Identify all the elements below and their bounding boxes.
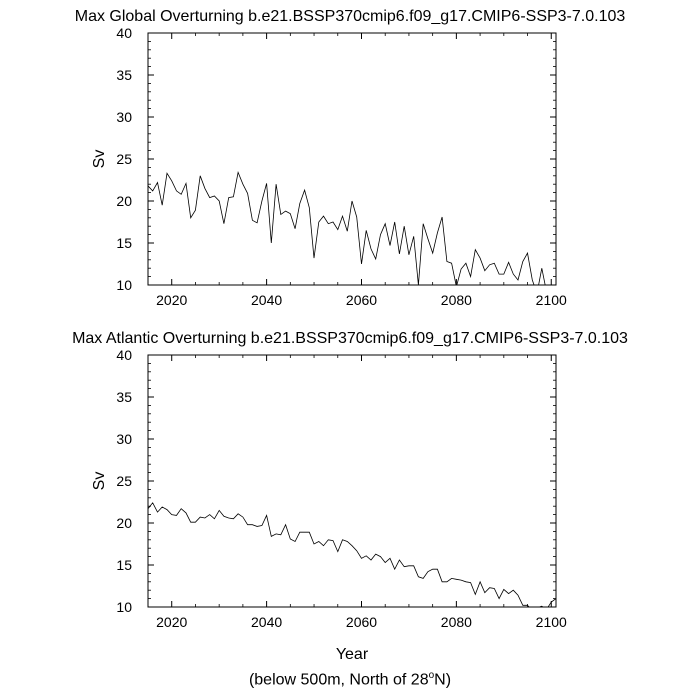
top-xtick-label: 2060 xyxy=(346,292,377,308)
bottom-chart-title: Max Atlantic Overturning b.e21.BSSP370cm… xyxy=(72,330,628,347)
bottom-ytick-label: 10 xyxy=(116,599,132,615)
bottom-series-line-0 xyxy=(148,502,556,607)
bottom-xtick-label: 2080 xyxy=(441,614,472,630)
bottom-ylabel: Sv xyxy=(91,472,108,491)
top-ytick-label: 35 xyxy=(116,67,132,83)
top-xtick-label: 2020 xyxy=(156,292,187,308)
bottom-ytick-label: 35 xyxy=(116,389,132,405)
bottom-ytick-label: 15 xyxy=(116,557,132,573)
top-ytick-label: 30 xyxy=(116,109,132,125)
bottom-xtick-label: 2060 xyxy=(346,614,377,630)
top-ytick-label: 10 xyxy=(116,277,132,293)
footnote-prefix: (below 500m, North of 28 xyxy=(248,671,429,689)
bottom-ytick-label: 40 xyxy=(116,347,132,363)
bottom-ytick-label: 20 xyxy=(116,515,132,531)
bottom-plot-frame xyxy=(147,354,557,608)
top-ytick-label: 40 xyxy=(116,25,132,41)
top-ytick-label: 15 xyxy=(116,235,132,251)
bottom-ytick-label: 30 xyxy=(116,431,132,447)
top-series-line-0 xyxy=(148,170,546,285)
top-xtick-label: 2080 xyxy=(441,292,472,308)
top-ylabel: Sv xyxy=(91,150,108,169)
top-xtick-label: 2040 xyxy=(251,292,282,308)
top-ytick-label: 20 xyxy=(116,193,132,209)
footnote-suffix: N) xyxy=(434,671,452,689)
top-plot-frame xyxy=(147,32,557,286)
bottom-ytick-label: 25 xyxy=(116,473,132,489)
top-xtick-label: 2100 xyxy=(536,292,567,308)
bottom-xtick-label: 2020 xyxy=(156,614,187,630)
bottom-xtick-label: 2040 xyxy=(251,614,282,630)
top-ytick-label: 25 xyxy=(116,151,132,167)
bottom-xlabel: Year xyxy=(336,646,369,663)
chart-footnote: (below 500m, North of 28oN) xyxy=(0,670,700,689)
bottom-xtick-label: 2100 xyxy=(536,614,567,630)
degree-sign: o xyxy=(428,670,435,681)
top-chart-title: Max Global Overturning b.e21.BSSP370cmip… xyxy=(74,8,626,25)
